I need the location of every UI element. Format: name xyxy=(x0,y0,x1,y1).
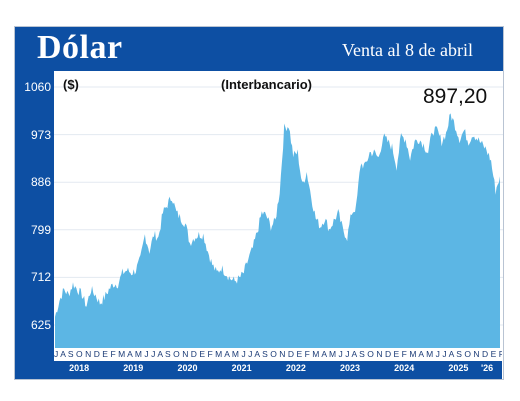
year-label: 2021 xyxy=(231,363,252,373)
year-axis: 2018 2019 2020 2021 2022 2023 2024 2025 '26 xyxy=(54,361,502,379)
year-label: 2018 xyxy=(69,363,90,373)
chart-subtitle: Venta al 8 de abril xyxy=(342,40,473,60)
plot-area xyxy=(54,86,503,348)
last-value-label: 897,20 xyxy=(423,85,488,108)
y-tick-label: 799 xyxy=(30,222,51,237)
unit-label: ($) xyxy=(63,77,79,92)
market-label: (Interbancario) xyxy=(221,77,313,92)
year-label: 2024 xyxy=(394,363,415,373)
year-label: 2025 xyxy=(448,363,469,373)
year-label: '26 xyxy=(481,363,494,373)
year-label: 2020 xyxy=(177,363,198,373)
y-tick-label: 973 xyxy=(30,127,51,142)
month-axis: J A S O N D E F M A M J J A S O N D E F … xyxy=(54,349,502,359)
y-tick-label: 1060 xyxy=(24,80,51,94)
header-bar: Dólar Venta al 8 de abril xyxy=(15,27,503,71)
year-label: 2022 xyxy=(285,363,306,373)
chart-card: Dólar Venta al 8 de abril ($) (Interbanc… xyxy=(14,26,504,380)
chart-title: Dólar xyxy=(37,29,123,66)
y-axis-bar xyxy=(15,71,54,379)
y-tick-label: 712 xyxy=(30,270,51,285)
year-label: 2019 xyxy=(123,363,144,373)
y-tick-label: 625 xyxy=(30,318,51,332)
dollar-rate-area xyxy=(55,113,500,348)
y-tick-label: 886 xyxy=(30,175,51,190)
year-label: 2023 xyxy=(340,363,361,373)
